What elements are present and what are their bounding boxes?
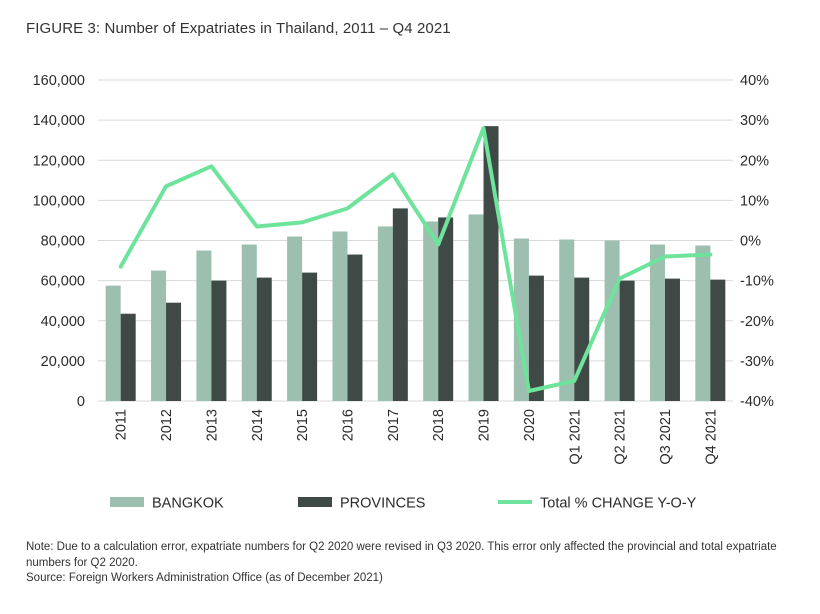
x-tick-label: 2014 [250,409,266,441]
x-tick-label: 2019 [477,409,493,441]
left-tick-label: 60,000 [41,274,85,290]
x-tick-label: Q1 2021 [567,409,583,465]
x-axis-ticks: 2011 2012 2013 2014 2015 2016 2017 2018 2019 2020… [114,409,720,465]
bar-provinces [256,277,272,401]
bar-bangkok [695,245,711,401]
bar-bangkok [423,221,439,401]
bar-bangkok [377,226,393,401]
right-axis-ticks: -40% -30% -20% -10% 0% 10% 20% 30% 40% [740,73,774,410]
left-tick-label: 160,000 [33,73,85,89]
legend-swatch [110,497,144,507]
bar-provinces [347,254,363,401]
x-tick-label: Q3 2021 [658,409,674,465]
x-tick-label: Q2 2021 [613,409,629,465]
right-tick-label: 10% [740,193,769,209]
right-tick-label: 40% [740,73,769,89]
right-tick-label: -30% [740,354,774,370]
bar-provinces [528,275,544,401]
left-tick-label: 100,000 [33,193,85,209]
right-tick-label: -10% [740,274,774,290]
gridlines [98,79,733,402]
bar-provinces [438,217,454,401]
left-tick-label: 120,000 [33,153,85,169]
bar-bangkok [559,239,575,401]
x-tick-label: 2016 [340,409,356,441]
legend-swatch [298,497,332,507]
bar-bangkok [287,236,303,401]
bar-provinces [302,272,318,401]
x-tick-label: 2020 [522,409,538,441]
left-tick-label: 40,000 [41,314,85,330]
x-tick-label: 2013 [204,409,220,441]
left-tick-label: 80,000 [41,234,85,250]
bar-bangkok [105,285,121,401]
legend-label: Total % CHANGE Y-O-Y [540,496,697,512]
legend: BANGKOK PROVINCES Total % CHANGE Y-O-Y [110,496,697,512]
x-tick-label: 2017 [386,409,402,441]
right-tick-label: -40% [740,394,774,410]
bar-provinces [211,280,227,401]
bar-provinces [664,278,680,401]
right-tick-label: 30% [740,113,769,129]
bar-provinces [619,280,635,401]
bar-provinces [574,277,590,401]
bar-bangkok [196,250,212,401]
change-line [118,126,713,393]
bar-bangkok [332,231,348,401]
bar-provinces [710,279,726,401]
bar-bangkok [604,240,620,401]
note-text: Note: Due to a calculation error, expatr… [26,541,777,569]
x-tick-label: 2018 [431,409,447,441]
chart-notes: Note: Due to a calculation error, expatr… [26,540,796,587]
source-text: Source: Foreign Workers Administration O… [26,572,383,584]
right-tick-label: 20% [740,153,769,169]
legend-label: BANGKOK [152,496,224,512]
left-axis-ticks: 0 20,000 40,000 60,000 80,000 100,000 120,000 1… [33,73,85,410]
left-tick-label: 0 [77,394,85,410]
bar-bangkok [649,244,665,401]
chart-title: FIGURE 3: Number of Expatriates in Thail… [26,20,451,37]
bar-bangkok [468,214,484,401]
expatriates-chart: 0 20,000 40,000 60,000 80,000 100,000 120,000 1… [33,73,774,512]
left-tick-label: 20,000 [41,354,85,370]
x-tick-label: Q4 2021 [703,409,719,465]
bars [105,126,726,402]
x-tick-label: 2011 [114,409,130,440]
change-series-line [118,126,713,393]
bar-bangkok [151,270,167,401]
legend-label: PROVINCES [340,496,425,512]
bar-provinces [166,302,182,401]
right-tick-label: 0% [740,234,761,250]
bar-bangkok [241,244,257,401]
left-tick-label: 140,000 [33,113,85,129]
right-tick-label: -20% [740,314,774,330]
bar-provinces [392,208,408,401]
x-tick-label: 2012 [159,409,175,441]
bar-provinces [120,313,136,401]
x-tick-label: 2015 [295,409,311,441]
